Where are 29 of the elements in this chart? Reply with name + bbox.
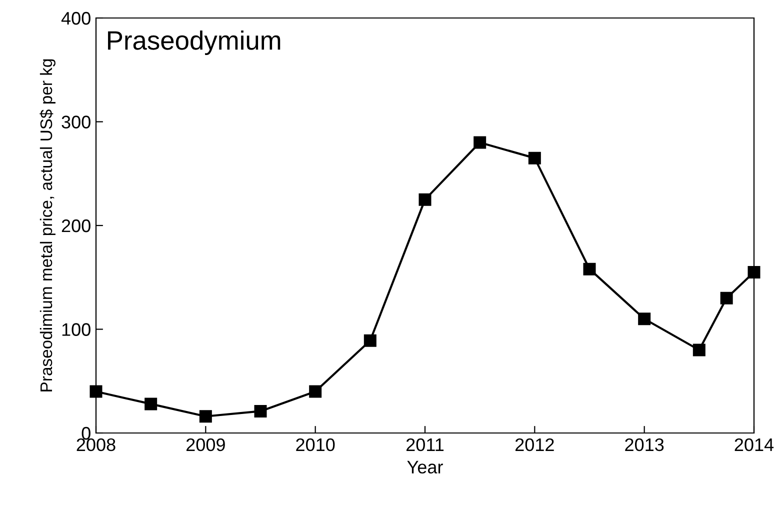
y-axis-title: Praseodimium metal price, actual US$ per kg (40, 59, 56, 392)
y-tick-label: 100 (62, 323, 90, 336)
point (474, 136, 486, 149)
x-tick-label: 2010 (296, 438, 335, 452)
point (199, 410, 212, 423)
point (638, 312, 651, 326)
point (309, 385, 322, 398)
x-tick-label: 2014 (734, 438, 774, 452)
y-tick-label: 400 (61, 12, 90, 25)
x-tick-label: 2011 (406, 438, 444, 452)
point (418, 193, 432, 206)
point (254, 404, 267, 418)
y-tick-label: 200 (62, 219, 90, 232)
point (692, 344, 706, 356)
point (364, 334, 376, 347)
x-tick-label: 2008 (76, 438, 116, 452)
y-tick-label: 300 (62, 116, 90, 128)
point (90, 385, 102, 398)
x-tick-label: 2009 (186, 438, 225, 452)
point (720, 292, 733, 304)
point (528, 152, 541, 164)
chart-title: Praseodymium (108, 30, 280, 56)
point (748, 266, 760, 278)
y-tick-label: 0 (82, 426, 90, 440)
x-tick-label: 2012 (515, 438, 554, 452)
x-axis-title: Year (407, 460, 443, 474)
point (583, 262, 596, 276)
x-tick-label: 2013 (625, 438, 664, 452)
point (144, 398, 158, 410)
